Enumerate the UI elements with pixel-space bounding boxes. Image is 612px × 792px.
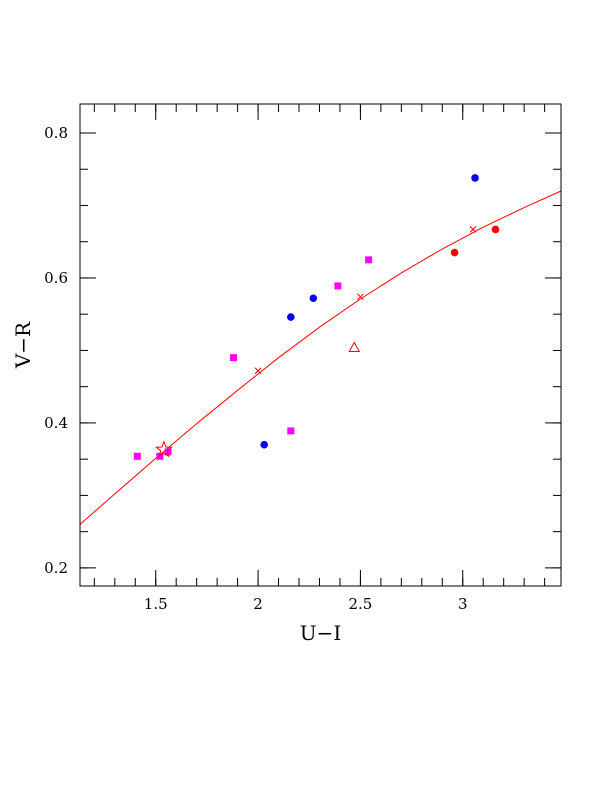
y-tick-label: 0.4 (44, 414, 68, 432)
tick-labels: 1.5 2 2.5 3 0.2 0.4 0.6 0.8 (44, 124, 467, 613)
x-tick-label: 1.5 (144, 595, 168, 613)
circle-point (491, 225, 500, 234)
cross-point (357, 293, 364, 301)
square-point (164, 448, 172, 456)
square-point (133, 452, 141, 460)
minor-ticks (80, 104, 561, 586)
square-point (365, 256, 373, 264)
circle-point (450, 248, 459, 257)
square-point (334, 282, 342, 290)
x-tick-label: 2.5 (348, 595, 372, 613)
square-point (287, 427, 295, 435)
y-tick-label: 0.6 (44, 269, 68, 287)
triangle-point (348, 341, 361, 353)
x-axis-label: U−I (300, 621, 342, 645)
circle-point (260, 440, 269, 449)
star-point (154, 440, 173, 458)
plot-frame (79, 103, 562, 587)
circle-point (287, 313, 295, 321)
y-tick-label: 0.2 (44, 559, 68, 577)
data-points-layer (133, 174, 500, 460)
y-tick-label: 0.8 (44, 124, 68, 142)
x-tick-label: 2 (253, 595, 263, 613)
circle-point (471, 174, 479, 182)
cross-point (254, 367, 262, 375)
circle-point (309, 294, 318, 303)
x-tick-label: 3 (458, 595, 468, 613)
major-ticks (80, 104, 561, 586)
fit-curve (79, 190, 562, 525)
fit-curve-layer (79, 190, 562, 525)
square-point (230, 354, 238, 362)
y-axis-label: V−R (11, 321, 35, 369)
cross-point (469, 226, 477, 233)
